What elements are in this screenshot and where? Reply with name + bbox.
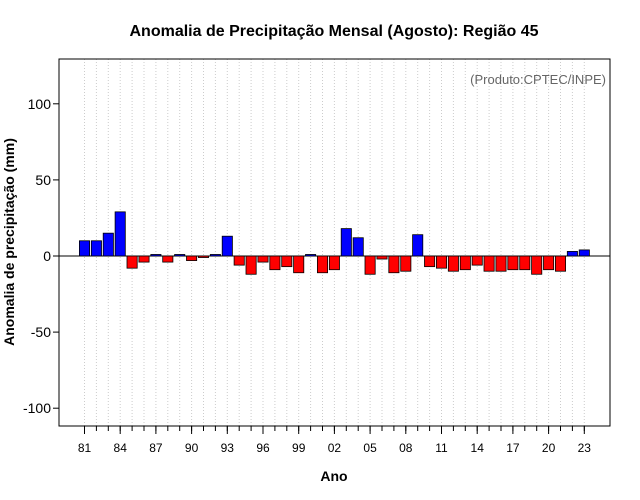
bar-1987	[150, 254, 162, 257]
x-tick-label: 23	[578, 441, 592, 455]
bar-2005	[364, 255, 376, 275]
x-tick-label: 20	[542, 441, 556, 455]
bar-2016	[495, 255, 507, 272]
bar-1981	[79, 240, 91, 257]
bar-1985	[126, 255, 138, 269]
bar-2000	[305, 254, 317, 257]
bar-2009	[412, 234, 424, 257]
bars	[79, 211, 590, 275]
bar-2014	[471, 255, 483, 266]
bar-1996	[257, 255, 269, 263]
y-axis: -100 -50 0 50 100	[23, 96, 59, 416]
x-tick-label: 96	[256, 441, 270, 455]
x-axis: 81 84 87 90 93 96 99 02 05 08 11 14 17 20 23	[78, 426, 591, 455]
bar-1982	[90, 240, 102, 257]
bar-1990	[186, 255, 198, 261]
bar-1984	[114, 211, 126, 257]
bar-2002	[328, 255, 340, 271]
bar-2012	[447, 255, 459, 272]
bar-1989	[174, 254, 186, 257]
x-tick-label: 99	[292, 441, 306, 455]
bar-2020	[543, 255, 555, 271]
bar-2004	[352, 237, 364, 257]
x-axis-label: Ano	[320, 468, 347, 484]
y-tick-label: -100	[23, 400, 51, 416]
x-tick-label: 05	[363, 441, 377, 455]
bar-2023	[578, 249, 590, 257]
x-tick-label: 17	[506, 441, 520, 455]
bar-1993	[221, 235, 233, 257]
bar-2003	[340, 228, 352, 257]
bar-2019	[531, 255, 543, 275]
x-tick-label: 84	[114, 441, 128, 455]
y-tick-label: -50	[31, 324, 51, 340]
x-tick-label: 14	[471, 441, 485, 455]
x-tick-label: 87	[149, 441, 163, 455]
bar-1986	[138, 255, 150, 263]
x-tick-label: 02	[328, 441, 342, 455]
y-tick-label: 50	[35, 172, 51, 188]
bar-1983	[102, 232, 114, 257]
bar-2001	[316, 255, 328, 274]
bar-1988	[162, 255, 174, 263]
chart-title: Anomalia de Precipitação Mensal (Agosto)…	[130, 23, 539, 40]
bar-1991	[197, 255, 209, 258]
x-tick-label: 90	[185, 441, 199, 455]
bar-2011	[435, 255, 447, 269]
x-tick-label: 93	[221, 441, 235, 455]
bar-2013	[459, 255, 471, 271]
bar-1997	[269, 255, 281, 271]
x-tick-label: 08	[399, 441, 413, 455]
bar-2022	[566, 251, 578, 257]
bar-1999	[293, 255, 305, 274]
bar-1994	[233, 255, 245, 266]
bar-2010	[424, 255, 436, 268]
y-tick-label: 100	[28, 96, 52, 112]
x-tick-label: 11	[435, 441, 448, 455]
bar-2021	[555, 255, 567, 272]
bar-1992	[209, 254, 221, 257]
bar-2008	[400, 255, 412, 272]
x-tick-label: 81	[78, 441, 92, 455]
y-tick-label: 0	[43, 248, 51, 264]
grid-lines	[84, 59, 585, 426]
bar-2007	[388, 255, 400, 274]
bar-2018	[519, 255, 531, 271]
bar-1995	[245, 255, 257, 275]
bar-2015	[483, 255, 495, 272]
credit-label: (Produto:CPTEC/INPE)	[470, 72, 606, 87]
y-axis-label: Anomalia de precipitação (mm)	[1, 138, 17, 346]
bar-2006	[376, 255, 388, 260]
bar-2017	[507, 255, 519, 271]
bar-1998	[281, 255, 293, 268]
